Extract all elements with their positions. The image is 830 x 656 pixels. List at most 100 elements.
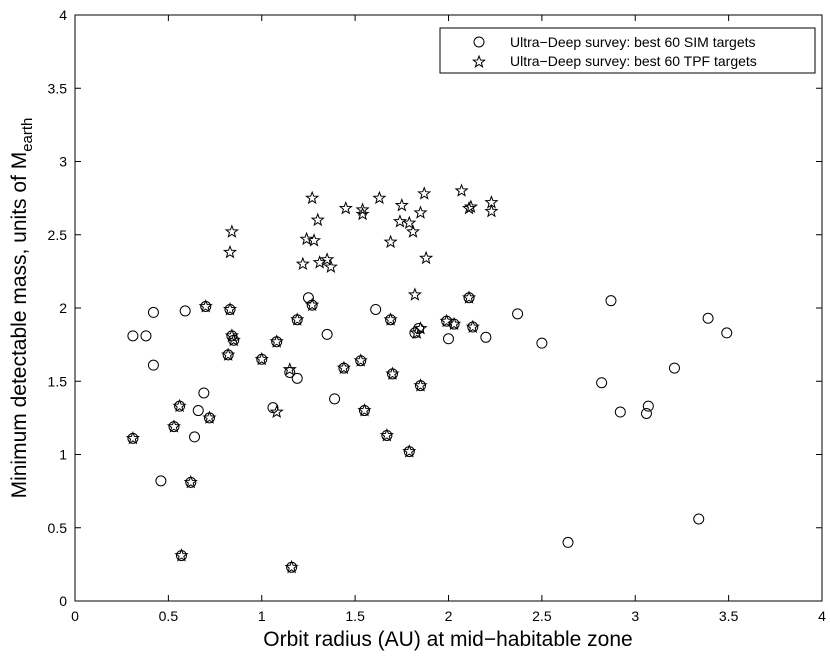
data-point-circle [614, 406, 626, 418]
y-tick-label: 1.5 [48, 373, 68, 389]
data-point-circle [512, 308, 524, 320]
data-point-star [290, 312, 305, 326]
data-point-star [320, 252, 335, 266]
series-star [125, 183, 499, 574]
data-point-star [323, 259, 338, 273]
legend-entry-tpf: Ultra−Deep survey: best 60 TPF targets [510, 53, 757, 69]
data-point-star [413, 205, 428, 219]
legend-star-icon [471, 54, 487, 69]
data-point-star [357, 403, 372, 417]
data-point-star [402, 444, 417, 458]
data-point-star [306, 233, 322, 247]
data-point-circle [179, 305, 191, 317]
data-point-circle [127, 330, 139, 342]
y-tick-label: 0 [59, 593, 67, 609]
x-tick-label: 1.5 [345, 608, 365, 624]
data-point-star [172, 398, 187, 413]
x-tick-label: 2 [445, 608, 453, 624]
data-point-circle [605, 295, 617, 307]
data-point-circle [480, 331, 492, 343]
data-point-star [405, 224, 421, 238]
data-point-star [392, 214, 408, 228]
data-point-circle [642, 400, 654, 412]
data-point-star [417, 186, 432, 200]
data-point-circle [189, 431, 201, 443]
y-tick-label: 1 [59, 447, 67, 463]
data-point-circle [155, 475, 167, 487]
data-point-star [166, 419, 182, 433]
data-marks [125, 183, 733, 574]
data-point-star [383, 312, 398, 326]
data-point-star [353, 353, 368, 367]
data-point-star [174, 548, 189, 562]
data-point-star [224, 224, 239, 238]
data-point-star [202, 410, 217, 424]
data-point-circle [329, 393, 341, 405]
data-point-circle [140, 330, 152, 342]
data-point-circle [443, 333, 454, 345]
data-point-star [463, 199, 478, 213]
data-point-star [222, 302, 238, 316]
data-point-star [379, 428, 394, 442]
x-axis-label: Orbit radius (AU) at mid−habitable zone [263, 628, 632, 651]
data-point-star [221, 347, 236, 361]
data-point-star [305, 297, 320, 312]
data-point-circle [693, 513, 705, 525]
x-tick-label: 2.5 [532, 608, 552, 624]
data-point-star [125, 430, 140, 445]
legend-marker-star [471, 54, 487, 69]
y-tick-label: 3 [59, 154, 67, 170]
data-point-circle [147, 306, 159, 318]
data-point-star [461, 200, 477, 215]
y-tick-label: 4 [59, 7, 67, 23]
x-tick-label: 0 [71, 608, 79, 624]
y-axis-label-subscript: earth [19, 118, 36, 152]
plot-area [74, 14, 823, 602]
data-point-star [461, 290, 477, 304]
data-point-star [447, 316, 462, 331]
y-axis-label: Minimum detectable mass, units of Mearth [8, 118, 36, 499]
legend-circle-icon [473, 36, 485, 48]
data-point-star [282, 362, 297, 376]
data-point-circle [640, 407, 652, 419]
data-point-circle [267, 402, 279, 414]
legend-entry-sim: Ultra−Deep survey: best 60 SIM targets [510, 34, 756, 50]
legend: Ultra−Deep survey: best 60 SIM targets U… [439, 27, 816, 74]
data-point-star [439, 313, 454, 328]
data-point-star [385, 366, 400, 380]
data-point-star [310, 212, 325, 227]
data-point-circle [536, 337, 548, 349]
data-point-circle [147, 359, 159, 371]
data-point-circle [562, 536, 574, 548]
data-point-circle [596, 377, 608, 389]
data-point-star [254, 351, 269, 366]
data-point-circle [321, 328, 333, 340]
data-point-star [198, 299, 213, 313]
x-tick-label: 3 [631, 608, 639, 624]
data-point-star [413, 321, 428, 335]
data-point-star [465, 319, 480, 334]
axis-ticks: 0 0.5 1 1.5 2 2.5 3 3.5 4 0 0.5 1 1.5 2 2.5 3 3.5 4 [48, 7, 827, 624]
data-point-star [454, 183, 469, 197]
x-tick-label: 4 [818, 608, 826, 624]
data-point-star [355, 202, 370, 216]
y-axis-label-main: Minimum detectable mass, units of M [8, 152, 31, 499]
data-point-star [299, 231, 314, 246]
data-point-circle [721, 327, 733, 339]
y-tick-label: 2 [59, 300, 67, 316]
x-tick-label: 3.5 [719, 608, 739, 624]
data-point-circle [284, 366, 296, 378]
x-tick-label: 0.5 [159, 608, 179, 624]
data-point-star [183, 474, 198, 489]
data-point-star [394, 198, 409, 212]
data-point-star [269, 334, 284, 348]
data-point-star [312, 255, 327, 269]
y-tick-label: 0.5 [48, 520, 68, 536]
data-point-star [336, 360, 351, 375]
legend-box [439, 27, 816, 74]
y-tick-label: 2.5 [48, 227, 68, 243]
data-point-star [407, 287, 422, 301]
y-tick-label: 3.5 [48, 80, 68, 96]
data-point-star [484, 195, 499, 209]
